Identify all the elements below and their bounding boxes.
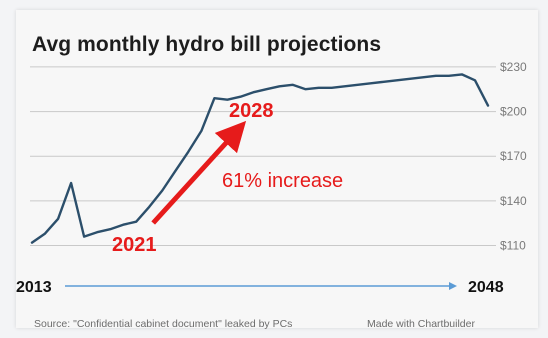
y-tick-label: $110 bbox=[500, 239, 526, 253]
series-line-layer bbox=[30, 73, 490, 244]
grid-lines bbox=[30, 66, 496, 247]
y-tick-label: $230 bbox=[500, 60, 527, 74]
timeline-start-label: 2013 bbox=[16, 279, 52, 296]
chart-card bbox=[16, 10, 538, 328]
timeline: 2013 2048 bbox=[16, 279, 504, 296]
credit-note: Made with Chartbuilder bbox=[367, 318, 475, 330]
timeline-end-label: 2048 bbox=[468, 279, 504, 296]
y-tick-label: $140 bbox=[500, 194, 527, 208]
y-tick-label: $170 bbox=[500, 149, 527, 163]
start-year-label: 2021 bbox=[112, 234, 157, 256]
y-tick-label: $200 bbox=[500, 105, 527, 119]
end-year-label: 2028 bbox=[229, 100, 274, 122]
increase-label: 61% increase bbox=[222, 170, 343, 192]
y-axis-ticks: $230 $200 $170 $140 $110 bbox=[500, 60, 527, 253]
source-note: Source: "Confidential cabinet document" … bbox=[34, 318, 293, 330]
annotations: 2021 2028 61% increase bbox=[112, 100, 343, 256]
chart-title: Avg monthly hydro bill projections bbox=[32, 33, 382, 56]
increase-arrow bbox=[151, 120, 247, 225]
series-line bbox=[30, 73, 490, 244]
